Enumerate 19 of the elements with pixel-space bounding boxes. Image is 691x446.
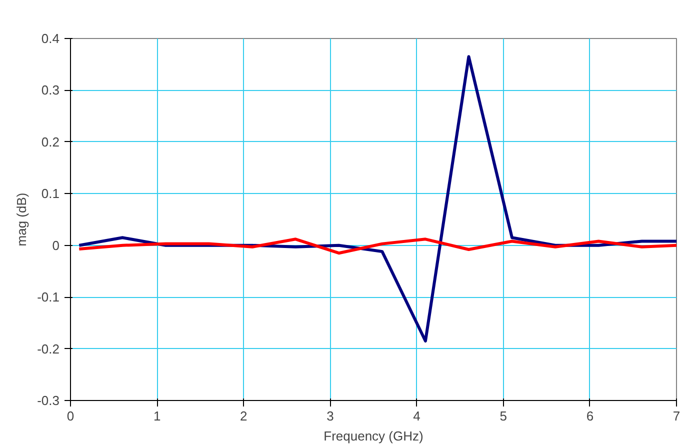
x-tick-label: 6: [586, 408, 594, 424]
x-tick-label: 1: [153, 408, 161, 424]
x-tick-label: 5: [500, 408, 507, 424]
y-tick-label: 0.2: [41, 134, 60, 150]
x-tick-label: 3: [326, 408, 334, 424]
y-tick-label: 0: [52, 238, 60, 253]
y-tick-label: -0.2: [37, 341, 60, 356]
x-tick-label: 4: [413, 408, 420, 424]
y-tick-label: -0.1: [37, 290, 60, 305]
y-tick-label: -0.3: [37, 393, 60, 408]
x-tick-label: 2: [240, 408, 248, 424]
line-series: [78, 238, 676, 255]
y-tick-label: 0.1: [41, 186, 60, 202]
y-axis-title: mag (dB): [14, 192, 30, 246]
y-tick-label: 0.3: [41, 82, 60, 98]
y-tick-label: 0.4: [41, 31, 60, 46]
x-tick-label: 7: [672, 408, 680, 424]
x-tick-label: 0: [66, 408, 74, 424]
x-axis-title: Frequency (GHz): [324, 428, 424, 444]
